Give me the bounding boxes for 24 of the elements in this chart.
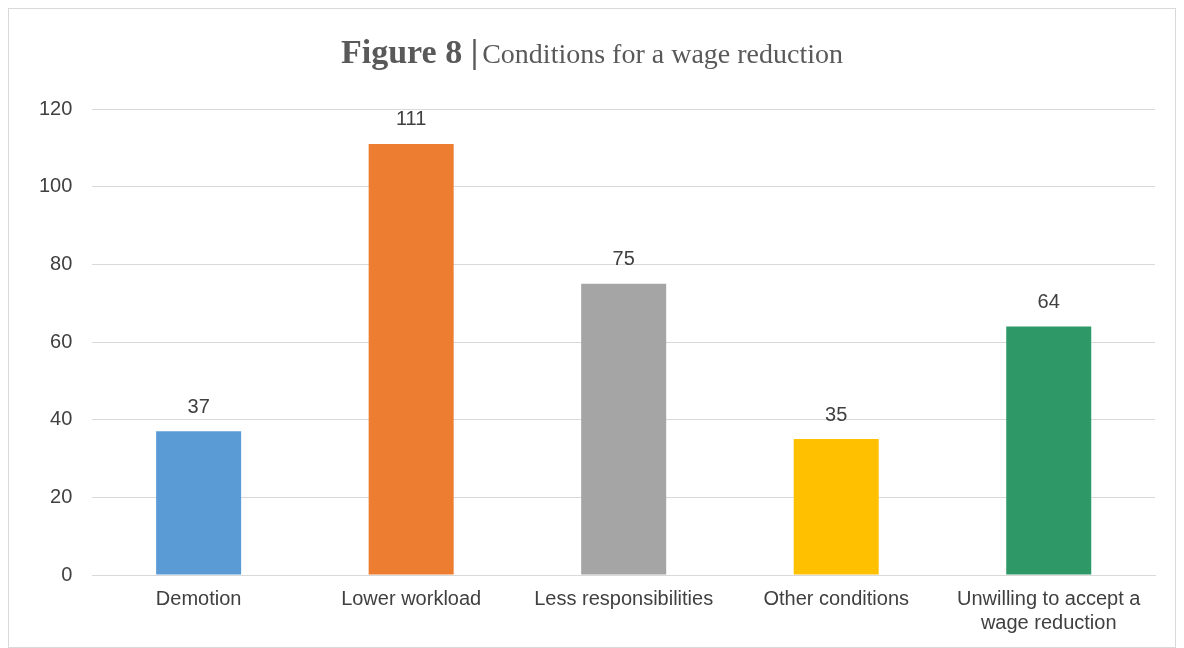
data-label: 111 (395, 107, 427, 130)
y-tick-label: 60 (50, 329, 73, 352)
data-label: 35 (825, 402, 848, 425)
bar (1006, 326, 1092, 575)
data-label: 37 (187, 394, 210, 417)
data-label: 75 (612, 247, 635, 270)
chart-subtitle: Conditions for a wage reduction (482, 38, 843, 69)
bar (581, 283, 667, 575)
bar (368, 143, 454, 575)
y-tick-label: 100 (38, 174, 73, 197)
y-tick-label: 0 (61, 562, 73, 585)
y-tick-label: 40 (50, 407, 73, 430)
x-tick-label: Unwilling to accept a wage reduction (957, 586, 1142, 633)
chart-title: Figure 8 | (341, 33, 479, 70)
x-tick-label: Less responsibilities (534, 586, 714, 609)
bar (793, 439, 879, 575)
x-tick-label: Demotion (155, 586, 242, 609)
x-tick-label: Other conditions (763, 586, 910, 609)
y-tick-label: 20 (50, 484, 73, 507)
bar (156, 431, 242, 575)
y-tick-label: 80 (50, 251, 73, 274)
x-tick-label: Lower workload (341, 586, 482, 609)
data-label: 64 (1037, 289, 1060, 312)
y-tick-label: 120 (38, 96, 73, 119)
